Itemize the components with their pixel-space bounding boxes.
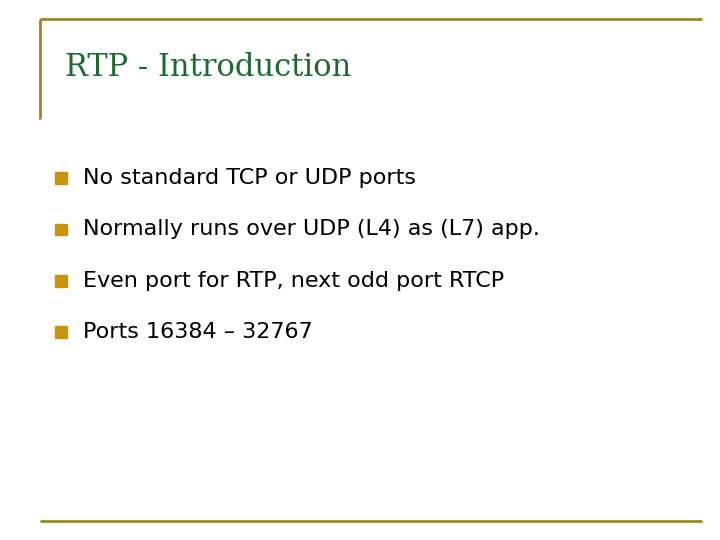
Bar (55, 326, 67, 338)
Text: Ports 16384 – 32767: Ports 16384 – 32767 (83, 322, 312, 342)
Text: Normally runs over UDP (L4) as (L7) app.: Normally runs over UDP (L4) as (L7) app. (83, 219, 540, 240)
Bar (55, 275, 67, 287)
Text: No standard TCP or UDP ports: No standard TCP or UDP ports (83, 168, 416, 188)
Bar (55, 224, 67, 235)
Text: RTP - Introduction: RTP - Introduction (65, 52, 351, 83)
Bar (55, 172, 67, 184)
Text: Even port for RTP, next odd port RTCP: Even port for RTP, next odd port RTCP (83, 271, 504, 291)
